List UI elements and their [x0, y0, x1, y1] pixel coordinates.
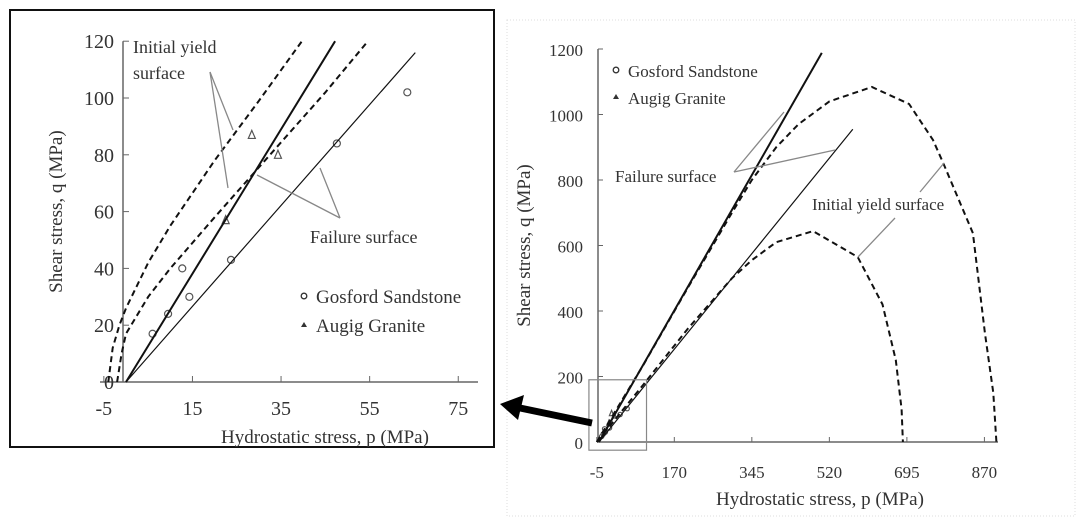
- x-tick-label: 695: [894, 463, 920, 482]
- series-line: [125, 52, 416, 383]
- annotation-arrow: [209, 71, 234, 131]
- data-point-circle: [403, 88, 412, 97]
- series-line: [107, 40, 303, 383]
- zoom-region-box: [588, 379, 648, 451]
- annotation-label: Initial yield surface: [812, 195, 944, 214]
- x-axis-label: Hydrostatic stress, p (MPa): [716, 489, 924, 510]
- data-point-circle: [163, 309, 173, 318]
- x-tick-label: 520: [817, 463, 843, 482]
- annotation-arrow: [319, 167, 341, 219]
- data-point-circle: [226, 255, 236, 264]
- x-tick-label: 55: [360, 398, 380, 420]
- x-tick-label: -5: [590, 463, 604, 482]
- y-tick-label: 100: [84, 88, 114, 110]
- x-tick-label: 345: [739, 463, 765, 482]
- annotation-arrow: [256, 174, 341, 219]
- data-point-circle: [178, 264, 187, 273]
- annotation-arrow: [919, 162, 945, 193]
- y-tick-label: 20: [94, 315, 114, 337]
- annotation-arrow: [733, 149, 836, 173]
- legend-label: Augig Granite: [628, 89, 726, 108]
- y-tick-label: 0: [575, 434, 584, 453]
- y-tick-label: 0: [104, 372, 114, 394]
- x-tick-label: 170: [662, 463, 688, 482]
- y-axis-label: Shear stress, q (MPa): [514, 164, 535, 327]
- legend-label: Augig Granite: [316, 316, 425, 337]
- x-axis-label: Hydrostatic stress, p (MPa): [221, 427, 429, 448]
- right-chart: 0 200 400 600 800 1000 1200 -5 170 345 520 695 870 Hy…: [514, 41, 998, 510]
- data-point-circle: [332, 139, 341, 148]
- series-line: [116, 40, 369, 383]
- x-tick-label: 870: [972, 463, 998, 482]
- y-axis-label: Shear stress, q (MPa): [46, 130, 67, 293]
- data-point-triangle: [247, 128, 257, 140]
- y-tick-label: 1200: [549, 41, 583, 60]
- x-tick-label: -5: [96, 398, 113, 420]
- y-tick-label: 800: [558, 172, 584, 191]
- legend-triangle-marker: [613, 94, 619, 99]
- y-tick-label: 1000: [549, 107, 583, 126]
- annotation-label: Initial yield: [133, 37, 216, 57]
- x-tick-label: 35: [271, 398, 291, 420]
- legend-label: Gosford Sandstone: [628, 62, 758, 81]
- annotation-arrow: [857, 217, 896, 258]
- annotation-label: Failure surface: [310, 227, 417, 247]
- right-panel-frame: [506, 19, 1076, 517]
- zoom-arrow: [500, 395, 593, 427]
- series-line: [125, 40, 336, 383]
- annotation-arrow: [209, 71, 229, 189]
- left-chart: 0 20 40 60 80 100 120 -5 15 35 55 75 Hydrostatic str…: [46, 31, 478, 448]
- legend-circle-marker: [300, 292, 308, 300]
- annotation-arrow: [733, 111, 785, 173]
- data-point-circle: [185, 292, 194, 301]
- y-tick-label: 120: [84, 31, 114, 53]
- data-point-triangle: [221, 214, 231, 225]
- legend-label: Gosford Sandstone: [316, 287, 461, 308]
- x-tick-label: 75: [448, 398, 468, 420]
- y-tick-label: 400: [558, 303, 584, 322]
- series-line: [596, 230, 904, 443]
- data-point-triangle: [273, 148, 283, 159]
- x-tick-label: 15: [182, 398, 202, 420]
- annotation-label: surface: [133, 63, 185, 83]
- y-tick-label: 80: [94, 145, 114, 167]
- y-tick-label: 40: [94, 258, 114, 280]
- left-panel-frame: [9, 9, 495, 448]
- series-line: [595, 85, 998, 443]
- y-tick-label: 600: [558, 238, 584, 257]
- legend-circle-marker: [612, 66, 620, 74]
- legend-triangle-marker: [301, 322, 307, 327]
- y-tick-label: 200: [558, 369, 584, 388]
- y-tick-label: 60: [94, 202, 114, 224]
- annotation-label: Failure surface: [615, 167, 716, 186]
